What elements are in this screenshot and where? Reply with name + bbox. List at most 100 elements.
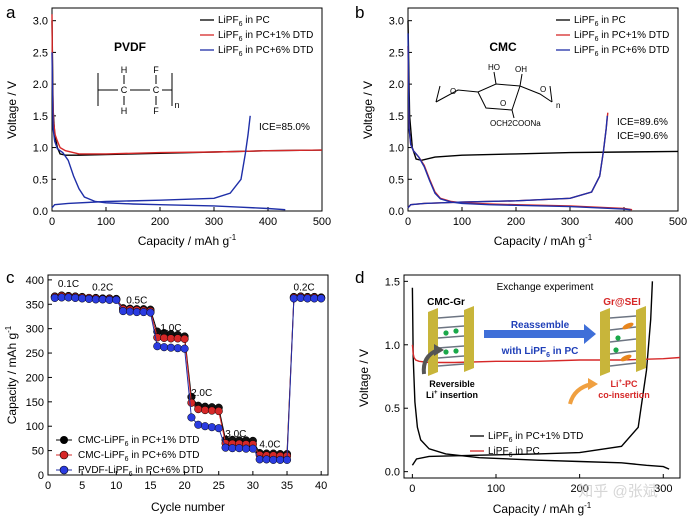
data-point: [310, 294, 319, 303]
y-tick-label: 0.0: [385, 467, 400, 479]
panel-d-ylabel: Voltage / V: [357, 349, 371, 407]
inset-left-caption1: Reversible: [429, 379, 475, 389]
y-tick-label: 2.0: [33, 79, 48, 91]
inset-arrow-line2: with LiPF6 in PC: [501, 346, 579, 359]
legend-c-item-0: CMC-LiPF6 in PC+1% DTD: [78, 435, 199, 448]
panel-b-ice-blue: ICE=90.6%: [617, 131, 668, 142]
panel-d: 0 100 200 300 0.0 0.5 1.0 1.5 Capacity / mAh g-…: [357, 274, 681, 516]
y-tick-label: 0.0: [33, 206, 48, 218]
data-point: [194, 420, 203, 429]
inset-right-title: Gr@SEI: [603, 297, 641, 308]
legend-d-item-1: LiPF6 in PC: [488, 446, 540, 459]
pvdf-structure: [97, 73, 173, 106]
data-point: [50, 293, 59, 302]
y-tick-label: 300: [26, 324, 44, 336]
rate-label: 0.2C: [294, 283, 315, 294]
panel-c-xlabel: Cycle number: [151, 500, 225, 514]
data-point: [57, 293, 66, 302]
panel-a-xlabel: Capacity / mAh g-1: [138, 233, 237, 248]
y-tick-label: 250: [26, 348, 44, 360]
data-point: [84, 294, 94, 303]
y-tick-label: 1.5: [389, 111, 404, 123]
series-line-0: [407, 20, 679, 162]
panel-b-legend: LiPF6 in PC LiPF6 in PC+1% DTD LiPF6 in …: [556, 15, 669, 58]
x-tick-label: 40: [315, 480, 327, 492]
rate-label: 0.2C: [92, 283, 113, 294]
legend-c-item-1: CMC-LiPF6 in PC+6% DTD: [78, 450, 199, 463]
x-tick-label: 10: [110, 480, 122, 492]
data-point: [228, 444, 237, 453]
series-line-1: [54, 295, 322, 457]
data-point: [160, 343, 169, 352]
data-point: [201, 422, 210, 431]
panel-a-ice: ICE=85.0%: [259, 122, 310, 133]
data-point: [91, 295, 100, 304]
data-point: [201, 406, 210, 415]
y-tick-label: 0.5: [385, 403, 400, 415]
data-point: [146, 308, 155, 317]
legend-c-marker-1: [59, 450, 69, 460]
series-line-2: [51, 52, 286, 211]
reassemble-arrow: [484, 324, 596, 344]
data-point: [78, 294, 87, 303]
data-point: [98, 295, 107, 304]
data-point: [187, 398, 196, 407]
panel-c-ylabel: Capacity / mAh g-1: [4, 325, 19, 424]
inset-left-title: CMC-Gr: [427, 297, 465, 308]
panel-b: 0 100 200 300 400 500 0.0 0.5 1.0 1.5 2.0 2.5 3.0 Ca…: [361, 7, 687, 248]
pvdf-h-top: H: [121, 65, 128, 75]
y-tick-label: 1.0: [33, 143, 48, 155]
data-point: [160, 333, 169, 342]
y-tick-label: 2.5: [33, 47, 48, 59]
x-tick-label: 0: [49, 216, 55, 228]
rate-label: 0.5C: [126, 295, 147, 306]
panel-d-frame: [403, 274, 681, 479]
y-tick-label: 50: [32, 446, 44, 458]
y-tick-label: 2.0: [389, 79, 404, 91]
cmc-structure-labels: HO OH O O O OCH2COONa n: [450, 63, 560, 128]
x-tick-label: 400: [259, 216, 277, 228]
cmc-o1: O: [450, 87, 456, 96]
legend-a-item-1: LiPF6 in PC+1% DTD: [218, 30, 313, 43]
panel-b-xlabel: Capacity / mAh g-1: [494, 233, 593, 248]
exchange-schematic: CMC-Gr Gr@SEI: [421, 297, 650, 405]
data-point: [241, 444, 251, 453]
cmc-gr-graphic: [428, 306, 474, 376]
data-point: [262, 455, 271, 464]
x-tick-label: 0: [409, 483, 415, 495]
data-point: [296, 293, 305, 302]
x-tick-label: 300: [654, 483, 672, 495]
x-tick-label: 30: [247, 480, 259, 492]
cmc-ho: HO: [488, 63, 500, 72]
data-point: [132, 308, 141, 317]
data-point: [248, 444, 257, 453]
data-point: [166, 334, 175, 343]
series-line-2: [411, 344, 681, 364]
data-point: [166, 343, 175, 352]
cmc-o3: O: [540, 85, 546, 94]
legend-b-item-1: LiPF6 in PC+1% DTD: [574, 30, 669, 43]
x-tick-label: 500: [313, 216, 331, 228]
series-line-4: [407, 115, 608, 209]
legend-c-marker-2: [59, 465, 69, 475]
data-point: [235, 444, 244, 453]
data-point: [282, 455, 292, 464]
y-tick-label: 1.5: [385, 276, 400, 288]
y-tick-label: 0.5: [33, 174, 48, 186]
x-tick-label: 100: [487, 483, 505, 495]
data-point: [125, 307, 135, 316]
panel-d-xlabel: Capacity / mAh g-1: [493, 501, 592, 516]
y-tick-label: 0: [38, 470, 44, 482]
data-point: [194, 405, 203, 414]
pvdf-c-right: C: [153, 85, 160, 95]
data-point: [255, 455, 264, 464]
y-tick-label: 1.0: [385, 340, 400, 352]
y-tick-label: 3.0: [33, 16, 48, 28]
panel-b-frame: [407, 7, 679, 212]
data-point: [187, 413, 196, 422]
inset-left-caption2: Li+ insertion: [426, 390, 478, 400]
rate-label: 4.0C: [259, 440, 280, 451]
legend-d-item-0: LiPF6 in PC+1% DTD: [488, 431, 583, 444]
panel-a-ylabel: Voltage / V: [5, 81, 19, 139]
